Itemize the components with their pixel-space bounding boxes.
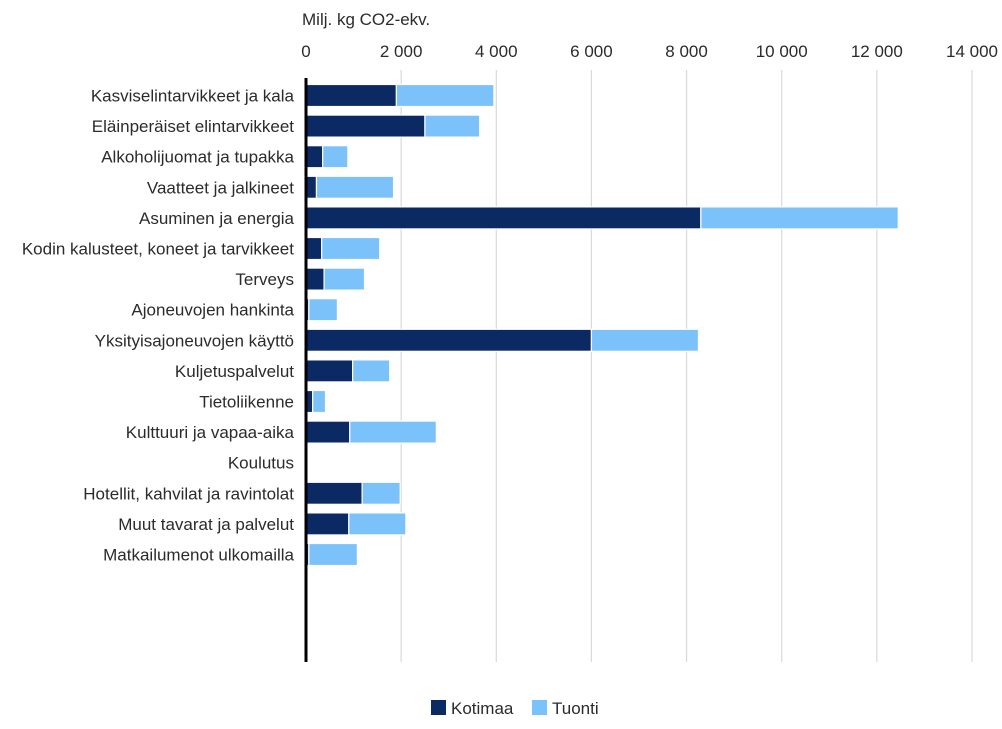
bar-kotimaa (305, 236, 323, 261)
category-label: Asuminen ja energia (139, 209, 295, 228)
bar-kotimaa (305, 83, 397, 108)
legend: Kotimaa Tuonti (431, 699, 599, 718)
category-label: Kulttuuri ja vapaa-aika (126, 423, 295, 442)
bars (305, 83, 899, 567)
x-tick-label: 0 (301, 42, 310, 61)
bar-kotimaa (305, 328, 593, 352)
bar-tuonti (323, 267, 366, 291)
legend-label: Tuonti (552, 699, 599, 718)
bar-tuonti (315, 175, 395, 199)
category-label: Matkailumenot ulkomailla (103, 546, 294, 565)
bar-kotimaa (305, 481, 363, 505)
bar-tuonti (361, 481, 401, 505)
bar-kotimaa (305, 114, 426, 138)
bar-tuonti (395, 83, 495, 108)
bar-kotimaa (305, 267, 325, 291)
x-tick-label: 14 000 (946, 42, 998, 61)
bar-tuonti (349, 420, 437, 444)
bar-tuonti (321, 236, 381, 261)
x-tick-label: 6 000 (570, 42, 613, 61)
category-label: Yksityisajoneuvojen käyttö (95, 331, 294, 350)
bar-tuonti (700, 206, 899, 230)
bar-tuonti (322, 145, 349, 169)
bar-kotimaa (305, 420, 351, 444)
bar-kotimaa (305, 512, 350, 536)
bar-kotimaa (305, 206, 702, 230)
bar-tuonti (590, 328, 700, 352)
category-label: Tietoliikenne (199, 393, 294, 412)
labels: Milj. kg CO2-ekv. 0 2 000 4 000 6 000 8 000 10… (22, 10, 998, 565)
category-label: Kasviselintarvikkeet ja kala (91, 87, 295, 106)
category-label: Alkoholijuomat ja tupakka (101, 148, 294, 167)
category-label: Vaatteet ja jalkineet (147, 178, 294, 197)
x-tick-label: 10 000 (756, 42, 808, 61)
legend-swatch (532, 700, 547, 715)
legend-swatch (431, 700, 446, 715)
bar-tuonti (424, 114, 481, 138)
bar-kotimaa (305, 175, 318, 199)
bar-tuonti (308, 542, 358, 567)
x-tick-label: 8 000 (665, 42, 708, 61)
bar-tuonti (308, 298, 338, 322)
x-tick-label: 12 000 (851, 42, 903, 61)
category-label: Ajoneuvojen hankinta (131, 301, 294, 320)
bar-tuonti (352, 359, 391, 383)
bar-kotimaa (305, 145, 324, 169)
x-tick-label: 4 000 (475, 42, 518, 61)
bar-tuonti (312, 389, 327, 414)
bar-kotimaa (305, 359, 354, 383)
category-label: Terveys (235, 270, 294, 289)
legend-label: Kotimaa (451, 699, 514, 718)
bar-tuonti (348, 512, 407, 536)
category-label: Hotellit, kahvilat ja ravintolat (83, 484, 294, 503)
gridlines (400, 70, 973, 662)
category-label: Kuljetuspalvelut (175, 362, 294, 381)
x-axis-title: Milj. kg CO2-ekv. (302, 10, 430, 29)
category-label: Koulutus (228, 454, 294, 473)
category-label: Eläinperäiset elintarvikkeet (92, 117, 294, 136)
x-tick-label: 2 000 (380, 42, 423, 61)
category-label: Muut tavarat ja palvelut (118, 515, 294, 534)
category-label: Kodin kalusteet, koneet ja tarvikkeet (22, 240, 294, 259)
